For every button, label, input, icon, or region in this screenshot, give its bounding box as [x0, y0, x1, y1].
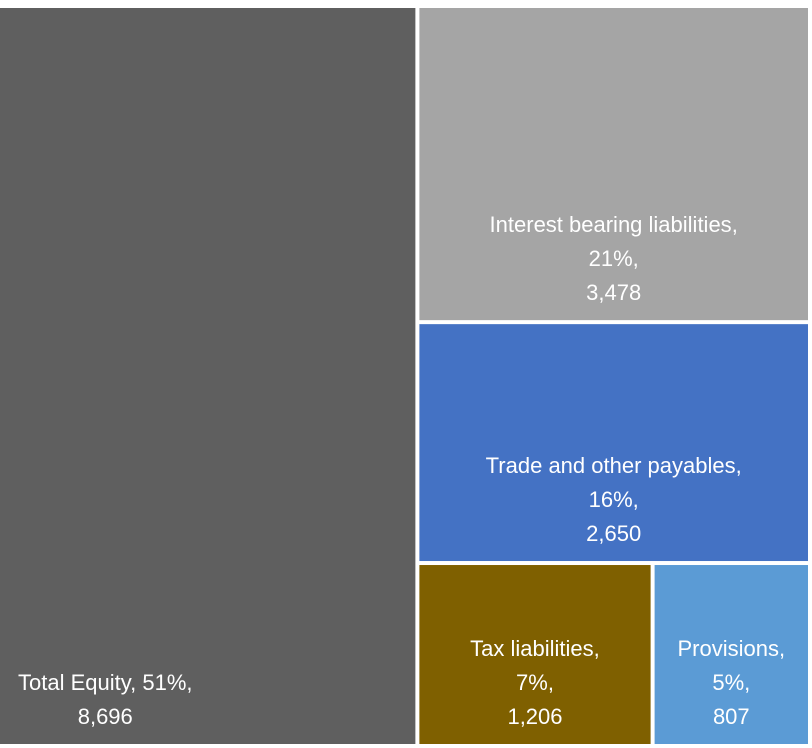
data-label: Provisions, — [677, 636, 785, 661]
data-label: 2,650 — [586, 521, 641, 546]
category-label: Trade and other payables — [486, 453, 736, 478]
treemap-tile — [0, 8, 416, 744]
data-label: 1,206 — [507, 704, 562, 729]
separator: , — [732, 212, 738, 237]
category-label: Tax liabilities — [470, 636, 594, 661]
separator: , — [594, 636, 600, 661]
separator: , — [548, 670, 554, 695]
data-label: Interest bearing liabilities, — [490, 212, 738, 237]
percent-label: 51% — [142, 670, 186, 695]
value-label: 807 — [713, 704, 750, 729]
value-label: 2,650 — [586, 521, 641, 546]
category-label: Provisions — [677, 636, 778, 661]
percent-label: 5% — [712, 670, 744, 695]
separator: , — [130, 670, 142, 695]
data-label: 16%, — [589, 487, 639, 512]
value-label: 1,206 — [507, 704, 562, 729]
separator: , — [744, 670, 750, 695]
category-label: Interest bearing liabilities — [490, 212, 732, 237]
data-label: 807 — [713, 704, 750, 729]
separator: , — [186, 670, 192, 695]
separator: , — [633, 487, 639, 512]
treemap-tile — [419, 8, 808, 321]
separator: , — [633, 246, 639, 271]
data-label: Tax liabilities, — [470, 636, 600, 661]
percent-label: 16% — [589, 487, 633, 512]
value-label: 8,696 — [78, 704, 133, 729]
data-label: Trade and other payables, — [486, 453, 742, 478]
treemap-tile — [419, 565, 651, 744]
value-label: 3,478 — [586, 280, 641, 305]
data-label: 5%, — [712, 670, 750, 695]
data-label: Total Equity, 51%, — [18, 670, 193, 695]
separator: , — [779, 636, 785, 661]
treemap-tile — [419, 324, 808, 562]
separator: , — [736, 453, 742, 478]
percent-label: 7% — [516, 670, 548, 695]
percent-label: 21% — [589, 246, 633, 271]
data-label: 3,478 — [586, 280, 641, 305]
data-label: 8,696 — [78, 704, 133, 729]
data-label: 21%, — [589, 246, 639, 271]
category-label: Total Equity — [18, 670, 132, 695]
data-label: 7%, — [516, 670, 554, 695]
treemap-tile — [654, 565, 808, 744]
